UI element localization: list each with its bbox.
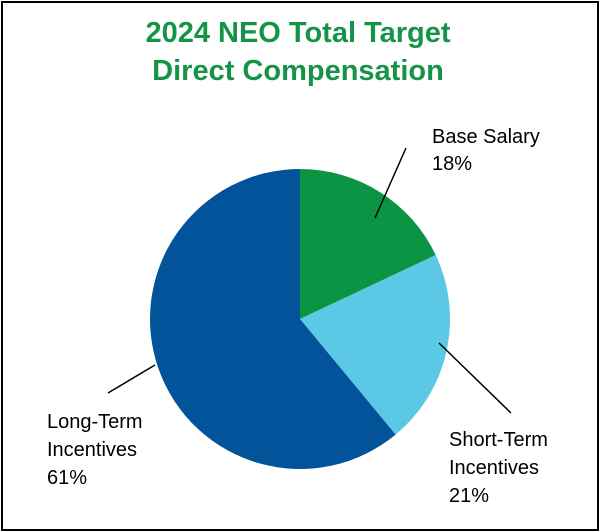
pie-slice-base-salary (300, 169, 436, 319)
pie-slices (150, 169, 450, 469)
leader-line-long-term-incentives (107, 364, 156, 394)
slice-label-long-term-incentives: Long-Term (47, 411, 143, 433)
chart-title: 2024 NEO Total Target Direct Compensatio… (0, 14, 596, 90)
slice-labels: Base Salary 18% Short-Term Incentives 21% Lon… (47, 126, 548, 507)
slice-value-base-salary: 18% (432, 153, 472, 175)
pie-slice-short-term-incentives (300, 255, 450, 435)
chart-title-line-1: 2024 NEO Total Target (145, 17, 451, 49)
leader-lines (107, 147, 512, 414)
pie-slice-long-term-incentives (150, 169, 396, 469)
slice-label-short-term-incentives: Short-Term (449, 429, 548, 451)
leader-line-short-term-incentives (438, 342, 512, 414)
slice-label-long-term-incentives: Incentives (47, 439, 137, 461)
slice-label-base-salary: Base Salary (432, 126, 540, 148)
slice-label-short-term-incentives: Incentives (449, 457, 539, 479)
slice-value-long-term-incentives: 61% (47, 467, 87, 489)
slice-value-short-term-incentives: 21% (449, 485, 489, 507)
leader-line-base-salary (374, 147, 407, 219)
chart-title-line-2: Direct Compensation (152, 55, 444, 87)
